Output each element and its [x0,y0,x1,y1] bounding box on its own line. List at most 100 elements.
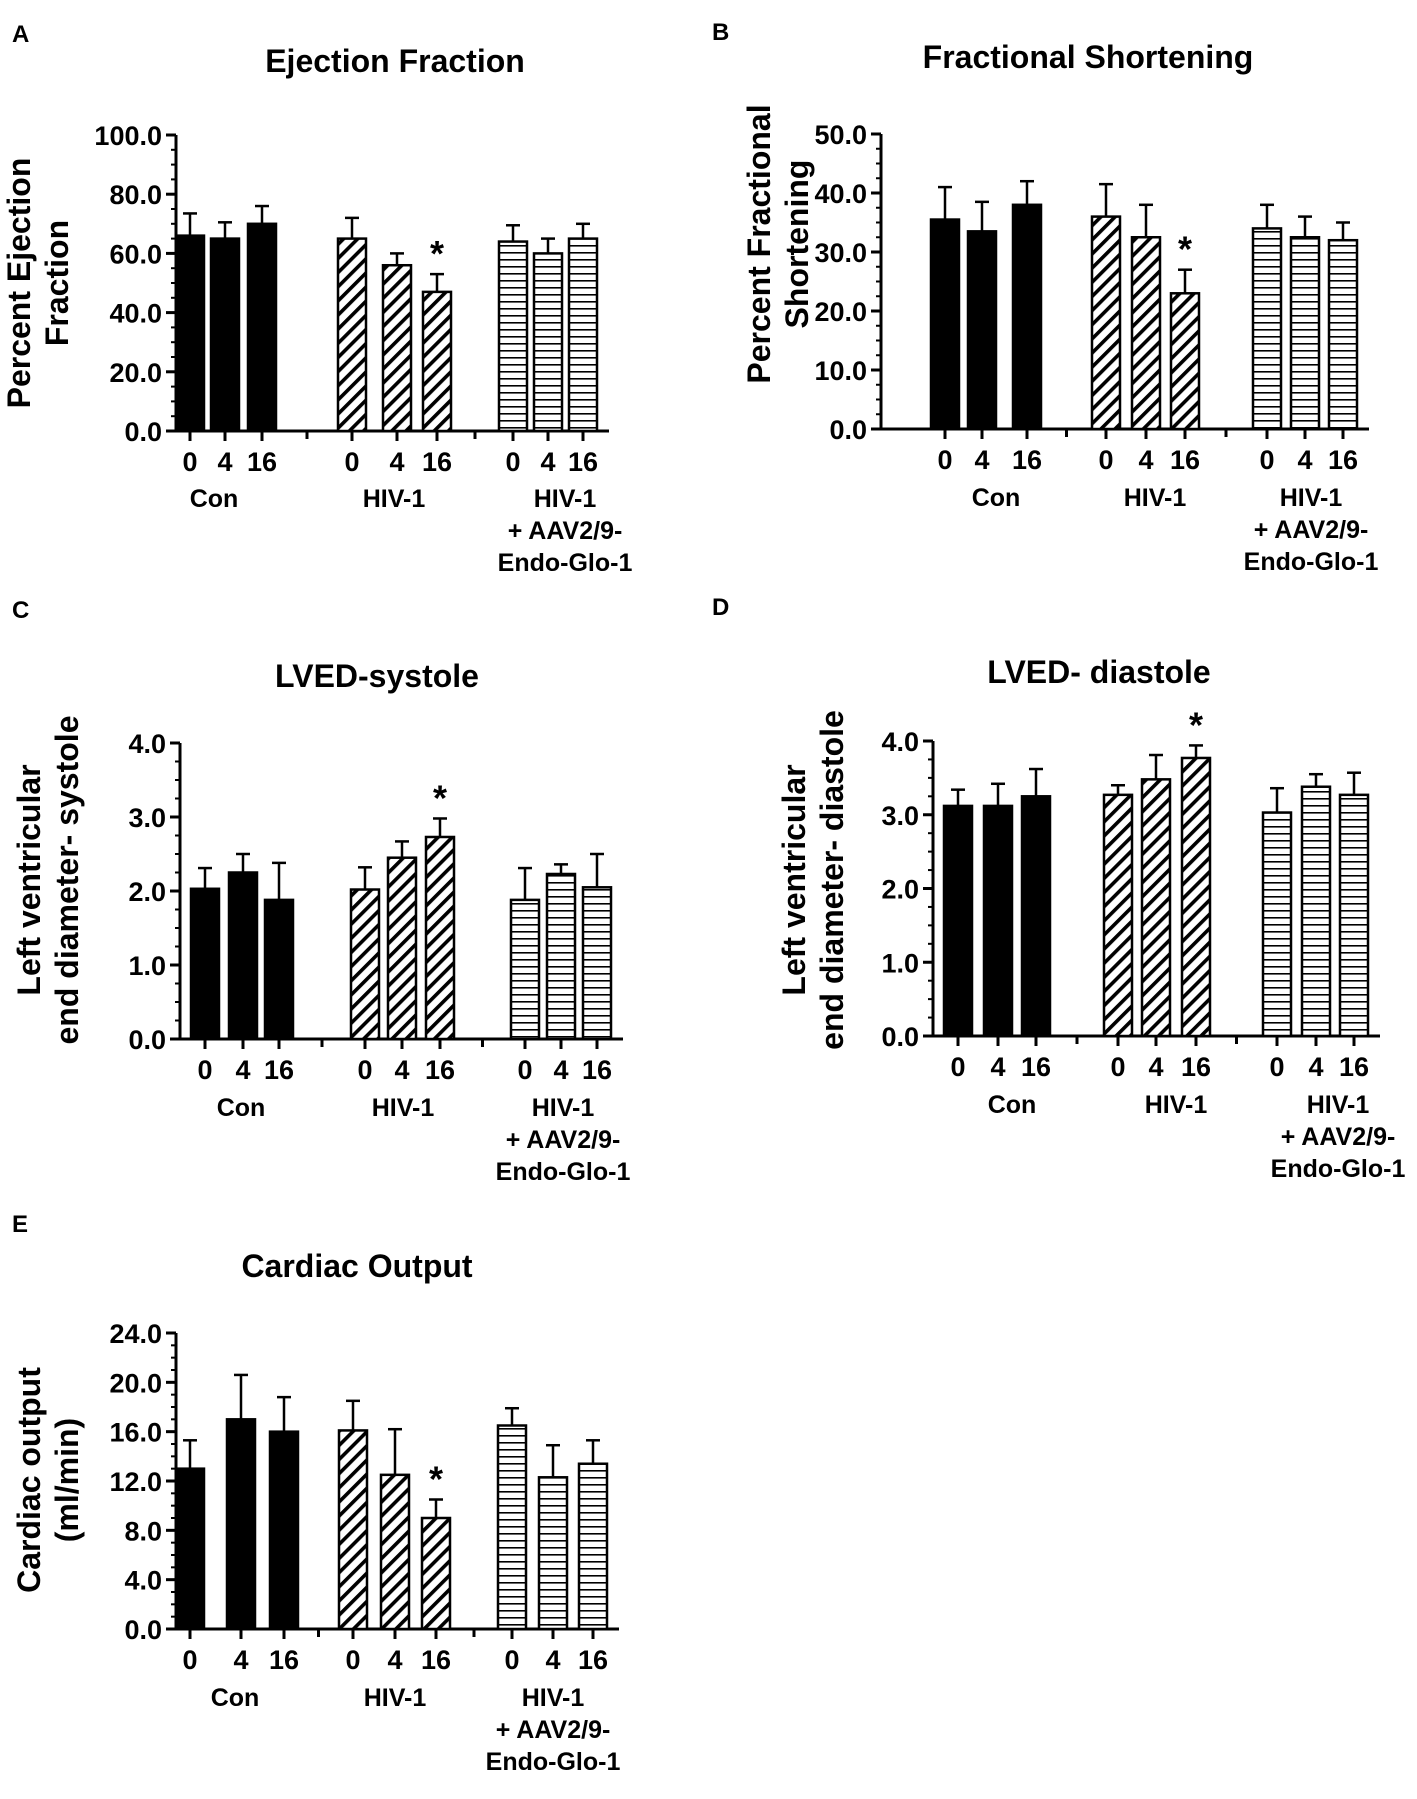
bar-group: 0 4 16 HIV-1 + AAV2/9- Endo-Glo-1 [1261,771,1406,1183]
x-tick-label: 4 [233,1645,248,1675]
x-tick-label: 0 [950,1052,965,1082]
y-tick-label: 20.0 [814,297,867,327]
bar [421,290,453,433]
bar [509,898,541,1041]
bar [268,1430,300,1631]
panel-letter: A [12,21,29,48]
bar [1102,793,1134,1038]
x-tick-label: 16 [1021,1052,1051,1082]
y-tick-label: 4.0 [124,1566,162,1596]
bar-group: 0 4 16 HIV-1 + AAV2/9- Endo-Glo-1 [486,1406,621,1776]
panel-a: A Ejection Fraction Percent EjectionFracti… [1,21,632,577]
bar [942,804,974,1038]
x-tick-label: 16 [1012,445,1042,475]
bar [189,887,221,1041]
x-tick-label: 0 [357,1055,372,1085]
group-label-line: + AAV2/9- [1254,516,1369,544]
group-label: HIV-1 + AAV2/9- Endo-Glo-1 [1271,1091,1406,1183]
y-axis-label-line: end diameter- diastole [814,710,850,1050]
bar [174,1467,206,1631]
significance-marker: * [1178,229,1192,270]
panel-letter: C [12,597,29,624]
x-tick-label: 4 [1138,445,1153,475]
bar [1169,292,1201,431]
group-label-line: HIV-1 [1124,484,1187,512]
significance-marker: * [430,233,444,274]
x-tick-label: 0 [1259,445,1274,475]
y-tick-label: 4.0 [128,729,166,759]
bar [1020,795,1052,1038]
bar [246,222,278,433]
group-label-line: Endo-Glo-1 [498,549,633,577]
chart-title: Ejection Fraction [265,43,525,79]
bar-group: 0 4 16 HIV-1 [1090,182,1228,512]
bar-group: 0 4 16 HIV-1 [337,1399,476,1712]
x-tick-label: 0 [1098,445,1113,475]
group-label-line: HIV-1 [1280,484,1343,512]
panel-letter: B [712,19,729,46]
group-label: Con [217,1094,266,1122]
x-tick-label: 16 [1339,1052,1369,1082]
y-tick-label: 80.0 [109,180,162,210]
bar [982,804,1014,1038]
y-tick-label: 0.0 [881,1022,919,1052]
significance-marker: * [429,1459,443,1500]
y-tick-label: 8.0 [124,1516,162,1546]
x-tick-label: 4 [387,1645,402,1675]
group-label: Con [988,1091,1037,1119]
group-label-line: Con [988,1091,1037,1119]
x-tick-label: 0 [182,447,197,477]
bar [349,888,381,1041]
bar-group: 0 4 16 Con [942,767,1079,1119]
group-label-line: HIV-1 [363,485,426,513]
panel-d: D LVED- diastole Left ventricularend diame… [712,594,1405,1183]
y-tick-label: 0.0 [128,1025,166,1055]
panel-e: E Cardiac Output Cardiac output(ml/min) 0.0… [11,1211,620,1776]
group-label: HIV-1 + AAV2/9- Endo-Glo-1 [486,1684,621,1776]
group-label: Con [211,1684,260,1712]
y-axis-label-line: Left ventricular [11,764,47,995]
group-label: HIV-1 [364,1684,427,1712]
x-tick-label: 16 [247,447,277,477]
x-tick-label: 16 [421,1645,451,1675]
y-axis-label: Cardiac output(ml/min) [11,1367,85,1593]
y-axis-label-line: Cardiac output [11,1367,47,1593]
x-tick-label: 4 [974,445,989,475]
panel-b: B Fractional Shortening Percent Fractional… [712,19,1378,576]
group-label-line: HIV-1 [522,1684,585,1712]
y-axis-label: Left ventricularend diameter- systole [11,716,85,1045]
bar [379,1473,411,1631]
bar [1140,778,1172,1038]
group-label-line: + AAV2/9- [1281,1123,1396,1151]
y-tick-label: 24.0 [109,1319,162,1349]
y-tick-label: 0.0 [124,417,162,447]
y-axis-label-line: Shortening [779,160,815,329]
chart-title: LVED- diastole [987,654,1210,690]
x-tick-label: 4 [553,1055,568,1085]
x-tick-label: 16 [1170,445,1200,475]
x-tick-label: 4 [990,1052,1005,1082]
bar [581,886,613,1041]
y-tick-label: 50.0 [814,120,867,150]
group-label: HIV-1 [1124,484,1187,512]
x-tick-label: 16 [1328,445,1358,475]
panel-letter: E [12,1211,28,1238]
bar [1251,227,1283,431]
x-tick-label: 0 [344,447,359,477]
x-tick-label: 16 [422,447,452,477]
group-label-line: Con [211,1684,260,1712]
bar [420,1516,452,1631]
y-tick-label: 100.0 [94,121,162,151]
x-tick-label: 0 [1269,1052,1284,1082]
group-label-line: + AAV2/9- [508,517,623,545]
bar [381,263,413,433]
x-tick-label: 0 [197,1055,212,1085]
x-tick-label: 0 [505,447,520,477]
y-axis-label-line: end diameter- systole [49,716,85,1045]
y-tick-label: 20.0 [109,358,162,388]
bar [1180,756,1212,1038]
